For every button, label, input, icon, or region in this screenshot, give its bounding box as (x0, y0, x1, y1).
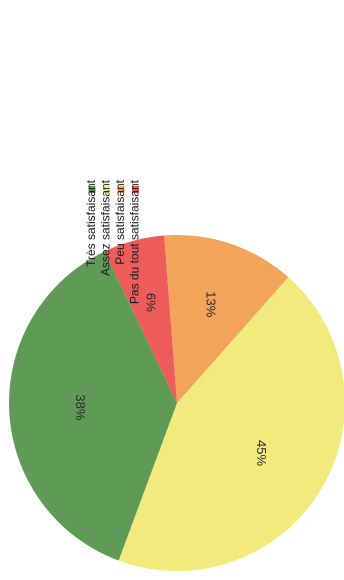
pie-percent-label: 38% (73, 394, 88, 420)
pie-slice-pas-du-tout-satisfaisant (104, 235, 177, 403)
pie-slice-peu-satisfaisant (164, 235, 289, 403)
pie-percent-labels: 45% 38% 6% 13% (73, 291, 269, 466)
pie-slices (8, 235, 344, 571)
legend-swatch (132, 186, 139, 193)
pie-slice-assez-satisfaisant (118, 277, 344, 571)
legend-label: Très satisfaisant (84, 179, 98, 267)
legend-swatch (88, 186, 96, 193)
legend-swatch (103, 186, 110, 193)
pie-percent-label: 45% (254, 440, 269, 466)
pie-percent-label: 6% (144, 293, 159, 312)
legend-label: Pas du tout satisfaisant (128, 179, 142, 304)
legend: Très satisfaisant Assez satisfaisant Peu s… (84, 179, 142, 304)
pie-slice-très-satisfaisant (8, 251, 178, 561)
legend-swatch (117, 186, 125, 193)
legend-label: Assez satisfaisant (99, 179, 113, 276)
pie-percent-label: 13% (204, 291, 219, 317)
legend-label: Peu satisfaisant (113, 179, 127, 264)
